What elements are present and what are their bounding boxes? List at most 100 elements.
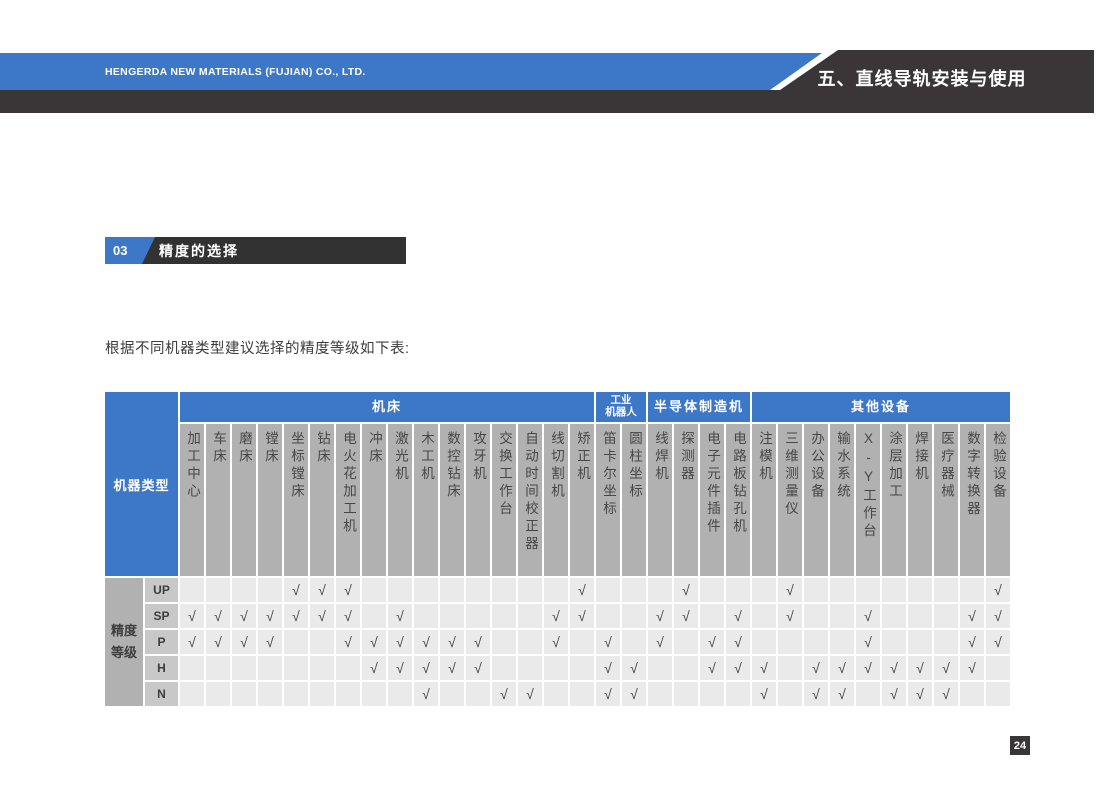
table-cell-checked: √ [648, 630, 672, 654]
table-cell-checked: √ [336, 578, 360, 602]
table-cell-checked: √ [414, 656, 438, 680]
table-cell-checked: √ [440, 656, 464, 680]
table-cell [960, 682, 984, 706]
table-cell [336, 682, 360, 706]
table-cell [882, 578, 906, 602]
grade-group-label: 精度等级 [105, 578, 143, 706]
table-cell-checked: √ [648, 604, 672, 628]
section-title-bar: 精度的选择 [135, 237, 406, 264]
column-header: 攻牙机 [466, 424, 490, 576]
table-cell-checked: √ [336, 604, 360, 628]
table-cell [518, 604, 542, 628]
table-cell [570, 630, 594, 654]
table-cell [544, 682, 568, 706]
table-cell-checked: √ [622, 656, 646, 680]
column-header: 注模机 [752, 424, 776, 576]
column-header: 办公设备 [804, 424, 828, 576]
table-cell [492, 604, 516, 628]
table-cell [492, 630, 516, 654]
table-cell [960, 578, 984, 602]
table-cell-checked: √ [830, 656, 854, 680]
table-cell [310, 682, 334, 706]
table-cell-checked: √ [726, 630, 750, 654]
table-cell-checked: √ [856, 656, 880, 680]
column-header: 矫正机 [570, 424, 594, 576]
table-cell [778, 682, 802, 706]
table-cell-checked: √ [908, 682, 932, 706]
table-cell [388, 578, 412, 602]
table-cell-checked: √ [856, 630, 880, 654]
table-cell-checked: √ [206, 604, 230, 628]
column-header: X-Y工作台 [856, 424, 880, 576]
column-header: 笛卡尔坐标 [596, 424, 620, 576]
table-cell-checked: √ [232, 630, 256, 654]
column-header: 木工机 [414, 424, 438, 576]
column-header: 电火花加工机 [336, 424, 360, 576]
table-cell-checked: √ [960, 604, 984, 628]
column-header: 数字转换器 [960, 424, 984, 576]
table-cell [232, 682, 256, 706]
table-cell-checked: √ [284, 578, 308, 602]
table-cell [778, 656, 802, 680]
table-cell [934, 604, 958, 628]
company-name: HENGERDA NEW MATERIALS (FUJIAN) CO., LTD… [105, 65, 366, 78]
column-header: 电子元件插件 [700, 424, 724, 576]
table-cell [440, 682, 464, 706]
table-cell-checked: √ [310, 604, 334, 628]
table-cell [830, 630, 854, 654]
section-number: 03 [113, 243, 128, 258]
table-cell [830, 604, 854, 628]
table-cell-checked: √ [440, 630, 464, 654]
table-cell [674, 656, 698, 680]
table-cell [492, 578, 516, 602]
table-cell-checked: √ [778, 578, 802, 602]
table-cell-checked: √ [362, 630, 386, 654]
table-cell-checked: √ [544, 604, 568, 628]
table-cell-checked: √ [414, 682, 438, 706]
grade-row-label: H [145, 656, 178, 680]
table-cell [388, 682, 412, 706]
column-header: 涂层加工 [882, 424, 906, 576]
table-cell [648, 682, 672, 706]
column-header: 加工中心 [180, 424, 204, 576]
table-cell [700, 682, 724, 706]
table-cell-checked: √ [986, 604, 1010, 628]
table-cell [206, 656, 230, 680]
table-cell-checked: √ [752, 682, 776, 706]
header-chapter-banner: 五、直线导轨安装与使用 [780, 50, 1094, 113]
column-header: 电路板钻孔机 [726, 424, 750, 576]
column-header: 线切割机 [544, 424, 568, 576]
chapter-title: 五、直线导轨安装与使用 [817, 68, 1027, 89]
table-cell [570, 682, 594, 706]
category-cell: 其他设备 [752, 392, 1010, 422]
table-cell [492, 656, 516, 680]
table-cell [544, 656, 568, 680]
table-cell-checked: √ [492, 682, 516, 706]
column-header: 检验设备 [986, 424, 1010, 576]
table-cell-checked: √ [570, 578, 594, 602]
table-cell-checked: √ [986, 630, 1010, 654]
table-cell-checked: √ [466, 656, 490, 680]
table-cell [518, 656, 542, 680]
table-cell [310, 656, 334, 680]
table-cell-checked: √ [518, 682, 542, 706]
grade-row-label: N [145, 682, 178, 706]
table-cell [726, 682, 750, 706]
table-cell [206, 578, 230, 602]
table-cell-checked: √ [596, 656, 620, 680]
column-header: 钻床 [310, 424, 334, 576]
section-title: 精度的选择 [159, 242, 239, 259]
table-cell-checked: √ [180, 604, 204, 628]
table-cell [180, 578, 204, 602]
table-cell [752, 630, 776, 654]
table-cell-checked: √ [466, 630, 490, 654]
table-corner-machine-type: 机器类型 [105, 392, 178, 576]
table-cell-checked: √ [934, 656, 958, 680]
table-cell [986, 656, 1010, 680]
table-cell-checked: √ [908, 656, 932, 680]
column-header: 三维测量仪 [778, 424, 802, 576]
table-cell [934, 630, 958, 654]
header-blue-band: HENGERDA NEW MATERIALS (FUJIAN) CO., LTD… [0, 53, 822, 90]
table-cell [362, 604, 386, 628]
table-cell [206, 682, 230, 706]
